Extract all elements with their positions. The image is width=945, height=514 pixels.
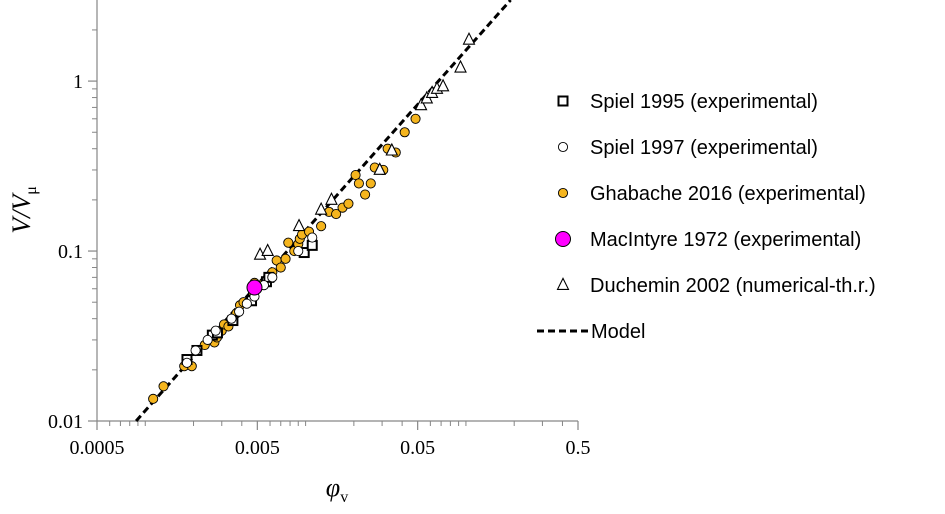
circle-point <box>293 245 304 257</box>
triangle-point <box>454 59 467 73</box>
legend-swatch-marker <box>556 277 570 290</box>
circle-point <box>331 209 342 220</box>
circle-point <box>360 189 371 200</box>
circle-point <box>181 357 193 368</box>
triangle-point <box>385 142 399 156</box>
x-axis-title: φv <box>326 473 348 506</box>
circle-point <box>234 306 245 317</box>
plot-axes <box>96 0 578 422</box>
circle-point <box>280 253 291 264</box>
legend-swatch-marker <box>557 141 569 153</box>
y-axis-title: V/Vμ <box>7 186 40 234</box>
circle-point <box>353 178 364 189</box>
major-ticks <box>88 80 579 430</box>
y-tick-label: 0.1 <box>58 241 83 263</box>
triangle-point <box>436 78 450 92</box>
circle-point <box>241 298 252 309</box>
triangle-point <box>292 218 306 232</box>
circle-point <box>275 262 286 273</box>
legend-label: Spiel 1995 (experimental) <box>590 91 818 113</box>
x-tick-label: 0.5 <box>566 437 591 459</box>
x-tick-label: 0.005 <box>235 437 280 459</box>
minor-ticks <box>92 29 563 426</box>
triangle-point <box>373 162 387 175</box>
triangle-point <box>462 31 476 45</box>
circle-point <box>283 237 294 248</box>
circle-point <box>226 313 237 324</box>
x-tick-label: 0.0005 <box>70 437 125 459</box>
triangle-point <box>325 192 338 205</box>
circle-point <box>365 178 376 189</box>
legend-label: Spiel 1997 (experimental) <box>590 137 818 159</box>
circle-point <box>148 393 159 404</box>
circle-point <box>210 325 221 336</box>
legend-swatch-marker <box>557 95 569 107</box>
legend: Spiel 1995 (experimental) Spiel 1997 (exp… <box>537 91 876 343</box>
circle-point <box>267 272 278 283</box>
triangle-point <box>314 201 328 215</box>
circle-point <box>190 345 201 356</box>
y-tick-label: 1 <box>73 71 83 93</box>
circle-point <box>399 127 410 138</box>
y-tick-label: 0.01 <box>48 411 83 433</box>
circle-point <box>343 198 354 209</box>
legend-label: Duchemin 2002 (numerical-th.r.) <box>590 275 876 297</box>
legend-swatch-marker <box>557 187 569 199</box>
data-points <box>148 31 476 404</box>
triangle-point <box>414 97 428 111</box>
legend-swatch-marker <box>555 231 571 247</box>
circle-point <box>307 232 318 243</box>
x-tick-label: 0.05 <box>400 437 435 459</box>
triangle-point <box>261 243 275 256</box>
circle-point <box>410 113 421 124</box>
circle-point <box>202 334 213 345</box>
legend-label: MacIntyre 1972 (experimental) <box>590 229 861 251</box>
legend-label: Ghabache 2016 (experimental) <box>590 183 866 205</box>
circle-point <box>158 381 169 392</box>
highlight-point <box>246 279 263 296</box>
circle-point <box>350 169 361 181</box>
circle-point <box>316 221 327 232</box>
legend-label: Model <box>591 321 645 343</box>
tick-labels: 0.01 0.1 1 0.0005 0.005 0.05 0.5 <box>48 71 591 459</box>
